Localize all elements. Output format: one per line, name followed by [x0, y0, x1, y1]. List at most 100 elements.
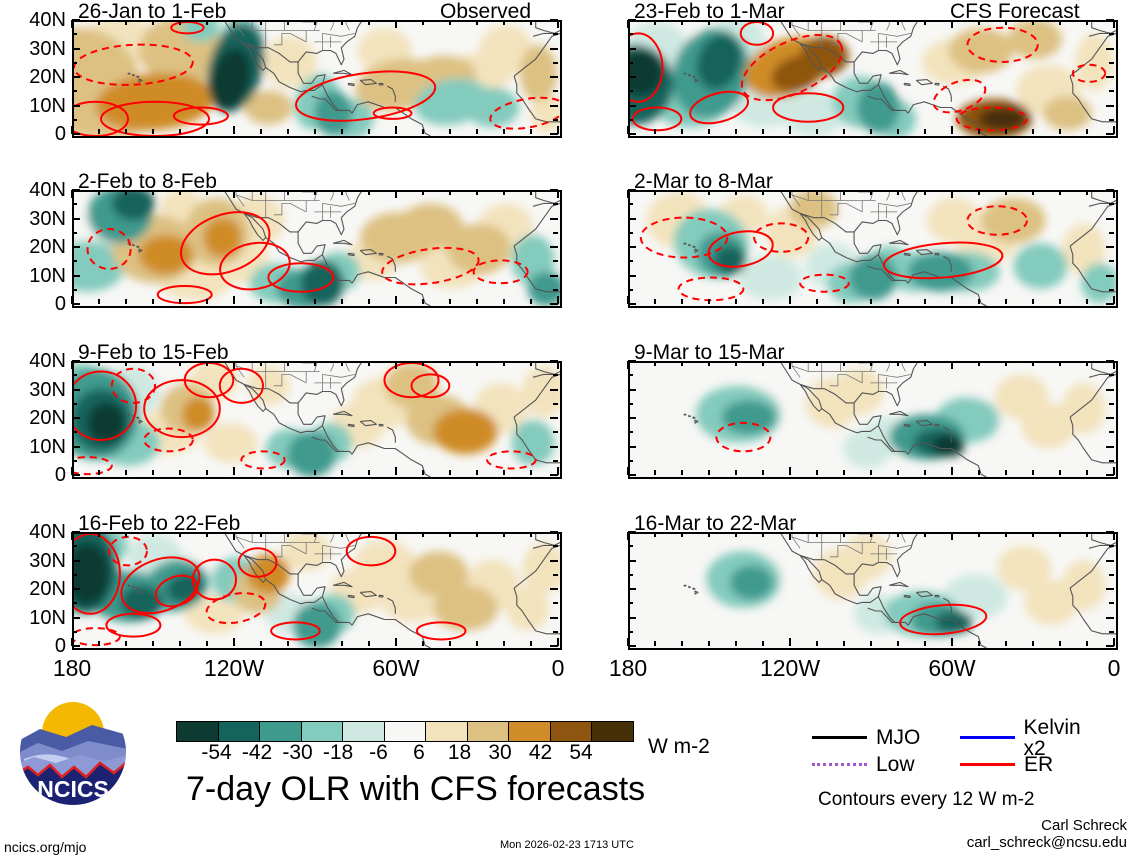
y-axis-tick-label: 40N	[29, 9, 66, 31]
er-wave-contours	[639, 205, 1028, 302]
x-axis-tick-label: 180	[608, 655, 648, 681]
y-axis-tick-label: 10N	[29, 435, 66, 458]
y-axis-tick-label: 30N	[29, 378, 66, 401]
legend-line-low	[812, 763, 867, 766]
colorbar-tick-label: -54	[201, 741, 232, 764]
colorbar-swatch	[509, 722, 551, 741]
map-panel[interactable]	[628, 361, 1118, 479]
site-url[interactable]: ncics.org/mjo	[4, 839, 87, 855]
legend-item-low: Low	[812, 754, 960, 775]
legend-label-mjo: MJO	[876, 726, 921, 749]
panel-title: 2-Feb to 8-Feb	[78, 170, 217, 193]
wave-legend: MJO Kelvin x2 Low ER	[812, 717, 1112, 778]
map-canvas	[630, 192, 1116, 306]
colorbar-tick-labels: -54 -42 -30 -18 -6 6 18 30 42 54	[176, 742, 624, 766]
legend-label-er: ER	[1024, 753, 1054, 776]
author-block: Carl Schreck carl_schreck@ncsu.edu	[967, 818, 1127, 852]
legend-label-low: Low	[876, 753, 915, 776]
map-panel[interactable]	[72, 20, 562, 138]
er-wave-contours	[74, 363, 537, 476]
olr-anomaly-shading	[74, 192, 560, 306]
ncics-logo: NCICS	[18, 697, 128, 807]
panel-title: 16-Feb to 22-Feb	[78, 512, 241, 535]
coastlines	[127, 363, 560, 477]
map-panel[interactable]	[628, 532, 1118, 650]
map-panel[interactable]	[628, 20, 1118, 138]
x-axis-tick-label: 120W	[759, 655, 821, 681]
legend-line-mjo	[812, 736, 867, 739]
olr-anomaly-shading	[630, 534, 1116, 640]
map-canvas	[74, 363, 560, 477]
x-axis-tick-label: 60W	[928, 655, 976, 681]
author-name: Carl Schreck	[1041, 817, 1127, 834]
state-borders	[791, 22, 911, 51]
panel-title: 9-Feb to 15-Feb	[78, 341, 229, 364]
x-axis-tick-label: 180	[52, 655, 92, 681]
coastlines	[683, 363, 1116, 477]
x-axis-tick-label: 0	[551, 655, 565, 681]
y-axis-tick-label: 0	[54, 123, 66, 145]
legend-line-er	[960, 763, 1015, 766]
colorbar-swatch	[177, 722, 219, 741]
colorbar-swatch	[384, 722, 426, 741]
coastlines	[127, 22, 560, 136]
y-axis-tick-label: 40N	[29, 179, 66, 201]
colorbar-unit-label: W m-2	[648, 735, 710, 758]
map-canvas	[74, 192, 560, 306]
panel-title: 2-Mar to 8-Mar	[634, 170, 773, 193]
coastlines	[127, 534, 560, 648]
legend-item-er: ER	[960, 754, 1108, 775]
legend-line-kelvin	[960, 736, 1015, 739]
olr-anomaly-shading	[630, 22, 1114, 136]
colorbar-swatch	[343, 722, 385, 741]
colorbar-tick-label: -30	[282, 741, 313, 764]
contour-interval-note: Contours every 12 W m-2	[818, 789, 1035, 810]
state-borders	[235, 192, 355, 221]
legend-item-kelvin: Kelvin x2	[960, 717, 1108, 759]
legend-item-mjo: MJO	[812, 727, 960, 748]
x-axis-tick-label: 60W	[372, 655, 420, 681]
y-axis-tick-label: 20N	[29, 407, 66, 429]
colorbar-swatch	[260, 722, 302, 741]
olr-anomaly-shading	[630, 368, 1114, 469]
er-wave-contours	[715, 421, 772, 453]
map-canvas	[74, 22, 560, 136]
colorbar-tick-label: -18	[322, 741, 354, 764]
column-header: CFS Forecast	[950, 0, 1080, 23]
er-wave-contours	[86, 211, 529, 305]
map-panel[interactable]	[72, 190, 562, 308]
colorbar-swatch	[592, 722, 633, 741]
state-borders	[791, 192, 911, 221]
colorbar-tick-label: 42	[528, 741, 553, 764]
colorbar-tick-label: -6	[369, 741, 388, 764]
x-axis-tick-label: 0	[1107, 655, 1121, 681]
ncics-logo-icon: NCICS	[20, 699, 126, 805]
svg-text:NCICS: NCICS	[37, 776, 109, 802]
map-canvas	[630, 22, 1116, 136]
colorbar-swatch	[218, 722, 260, 741]
panel-title: 9-Mar to 15-Mar	[634, 341, 785, 364]
colorbar	[176, 721, 634, 742]
y-axis-tick-label: 40N	[29, 521, 66, 543]
state-borders	[235, 22, 355, 51]
er-wave-contours	[74, 22, 560, 136]
timestamp: Mon 2026-02-23 1713 UTC	[500, 839, 634, 851]
y-axis-tick-label: 10N	[29, 264, 66, 287]
map-panel[interactable]	[628, 190, 1118, 308]
y-axis-tick-label: 20N	[29, 66, 66, 88]
colorbar-swatch	[467, 722, 509, 741]
colorbar-tick-label: 6	[413, 741, 425, 764]
state-borders	[791, 534, 911, 563]
olr-anomaly-shading	[74, 22, 560, 136]
y-axis-tick-label: 30N	[29, 37, 66, 60]
panel-title: 23-Feb to 1-Mar	[634, 0, 785, 23]
y-axis-tick-label: 40N	[29, 350, 66, 372]
state-borders	[791, 363, 911, 392]
map-panel[interactable]	[72, 361, 562, 479]
y-axis-tick-label: 0	[54, 635, 66, 657]
er-wave-contours	[899, 603, 988, 636]
er-wave-contours	[630, 22, 1107, 132]
map-canvas	[74, 534, 560, 648]
y-axis-tick-label: 0	[54, 293, 66, 315]
map-panel[interactable]	[72, 532, 562, 650]
